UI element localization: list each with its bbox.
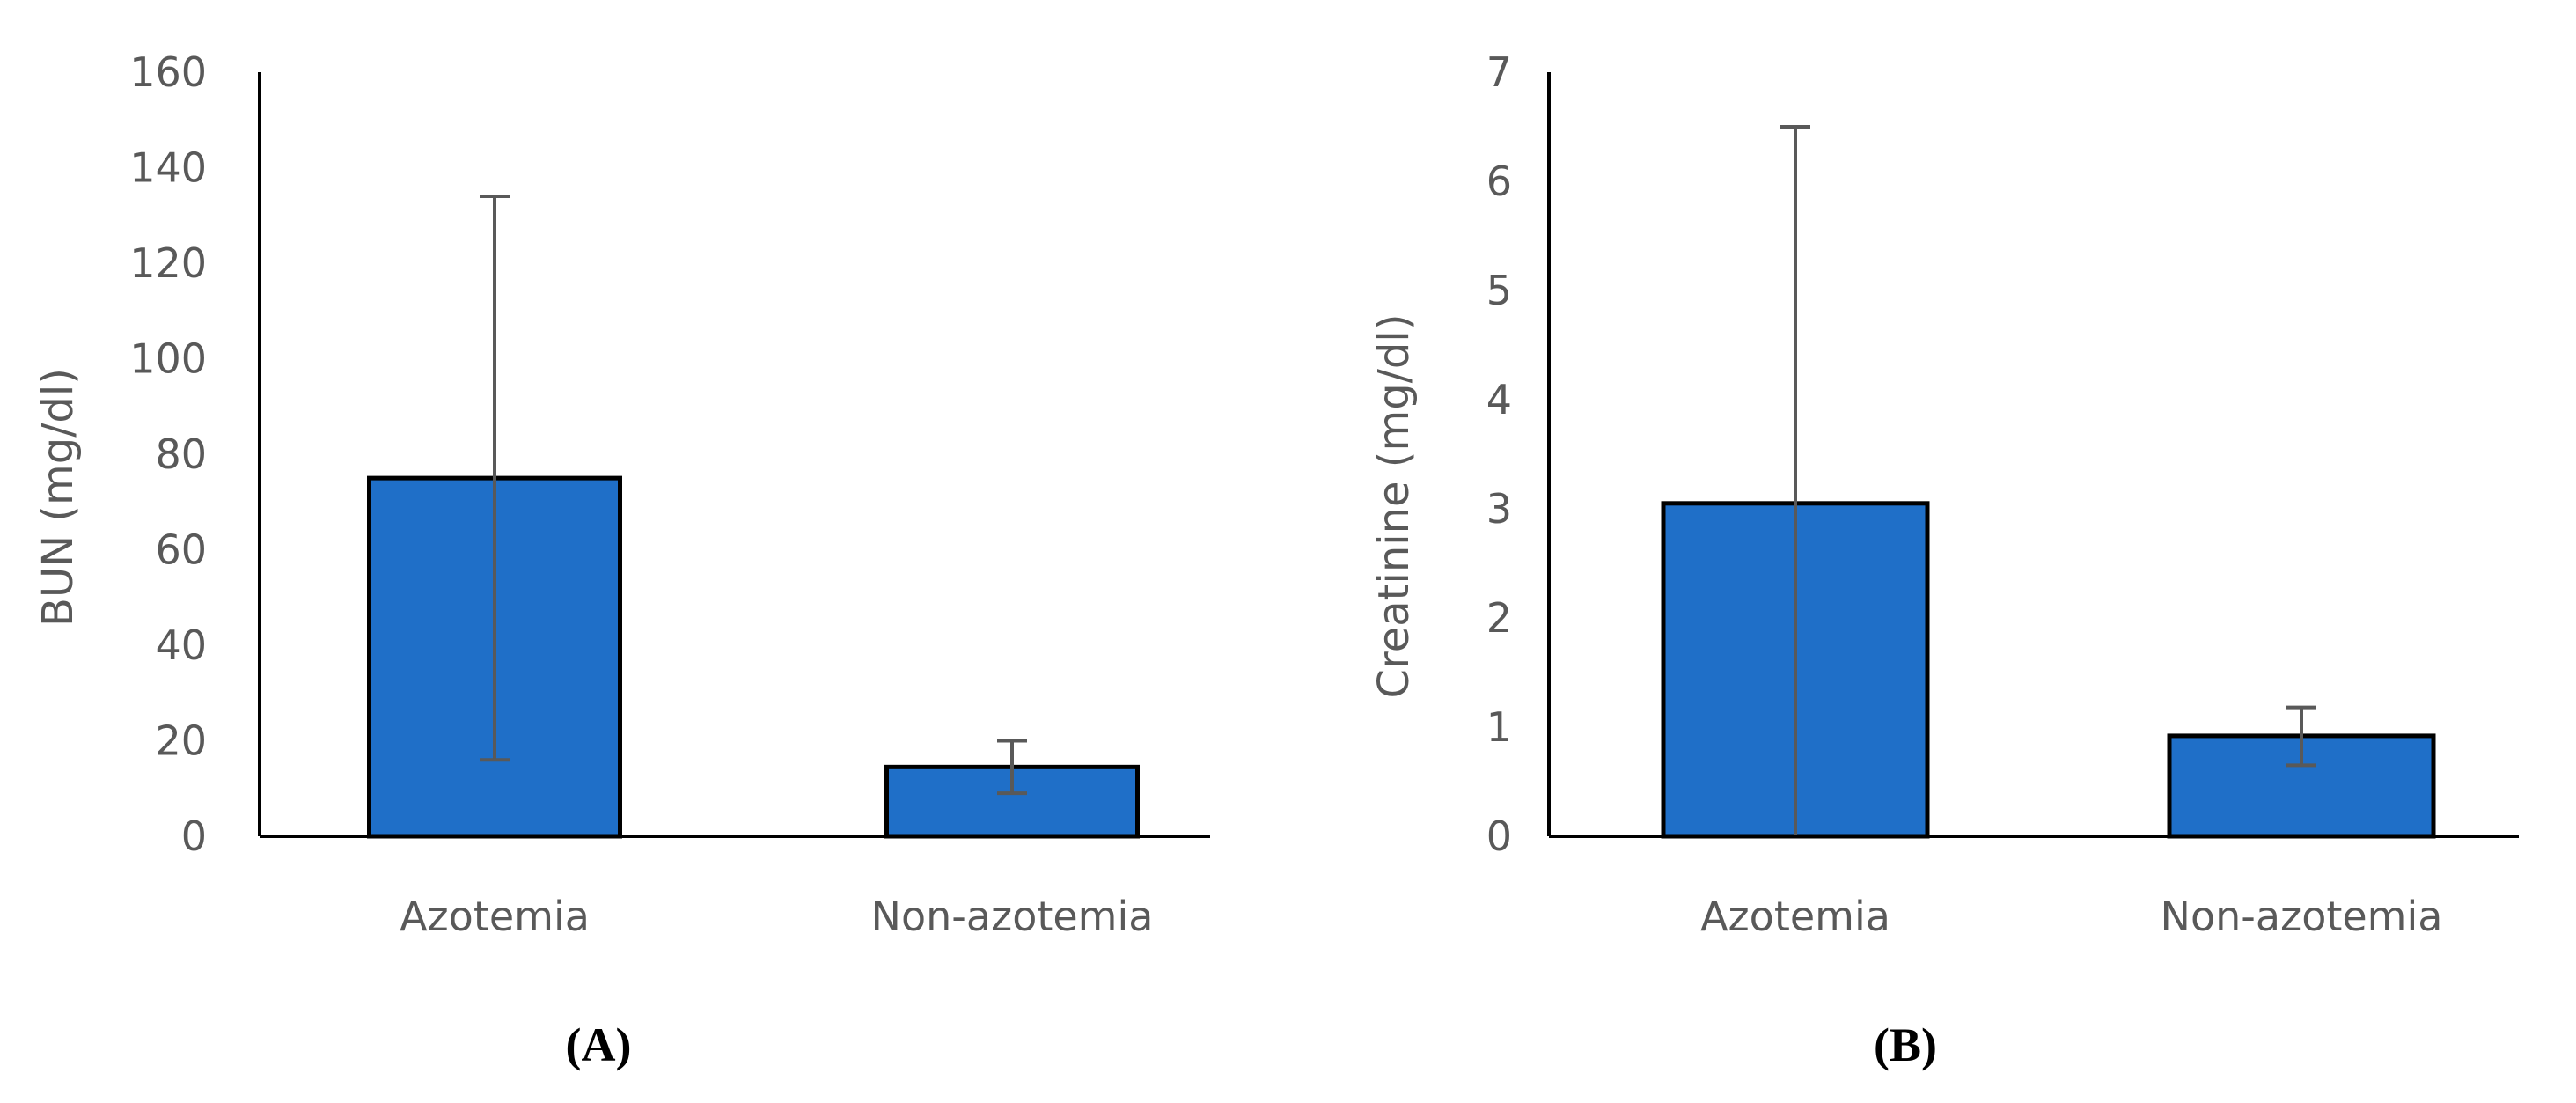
panel-a-category-label: Azotemia: [400, 893, 590, 940]
panel-a-y-tick-label: 0: [181, 813, 207, 860]
panel-a-error-bar-azotemia: [480, 195, 510, 762]
panel-a-y-axis-title: BUN (mg/dl): [33, 368, 83, 627]
panel-b-y-tick-label: 5: [1486, 267, 1512, 314]
panel-b-category-label: Azotemia: [1700, 893, 1890, 940]
panel-b-y-tick-label: 2: [1486, 594, 1512, 642]
panel-a-y-tick-label: 120: [129, 239, 207, 287]
panel-a-y-tick-label: 100: [129, 335, 207, 383]
panel-a-y-tick-label: 80: [155, 430, 207, 478]
panel-b-category-label: Non-azotemia: [2161, 893, 2443, 940]
panel-a-error-bar-non-azotemia: [997, 739, 1027, 796]
panel-a-y-tick-label: 60: [155, 526, 207, 574]
panel-b-error-bar-non-azotemia: [2286, 705, 2316, 768]
panel-a-chart: BUN (mg/dl) (A) 0 20 40 60 80 100 120 140 160 Azo…: [33, 48, 1210, 1071]
panel-b-label: (B): [1874, 1018, 1937, 1071]
panel-a-y-tick-label: 40: [155, 621, 207, 669]
panel-b-error-bar-azotemia: [1780, 125, 1810, 836]
panel-a-y-tick-label: 20: [155, 717, 207, 765]
panel-b-y-tick-label: 3: [1486, 485, 1512, 533]
panel-b-y-tick-label: 6: [1486, 158, 1512, 205]
panel-b-y-axis-title: Creatinine (mg/dl): [1369, 314, 1419, 699]
panel-b-y-tick-label: 4: [1486, 376, 1512, 423]
panel-a-label: (A): [566, 1018, 632, 1071]
panel-a-y-tick-label: 140: [129, 144, 207, 192]
panel-b-chart: Creatinine (mg/dl) (B) 0 1 2 3 4 5 6 7 Azotemia N…: [1369, 48, 2519, 1071]
panel-b-y-tick-label: 7: [1486, 48, 1512, 96]
panel-a-y-tick-label: 160: [129, 48, 207, 96]
panel-b-y-tick-label: 1: [1486, 703, 1512, 751]
panel-a-category-label: Non-azotemia: [871, 893, 1154, 940]
panel-b-y-tick-label: 0: [1486, 813, 1512, 860]
